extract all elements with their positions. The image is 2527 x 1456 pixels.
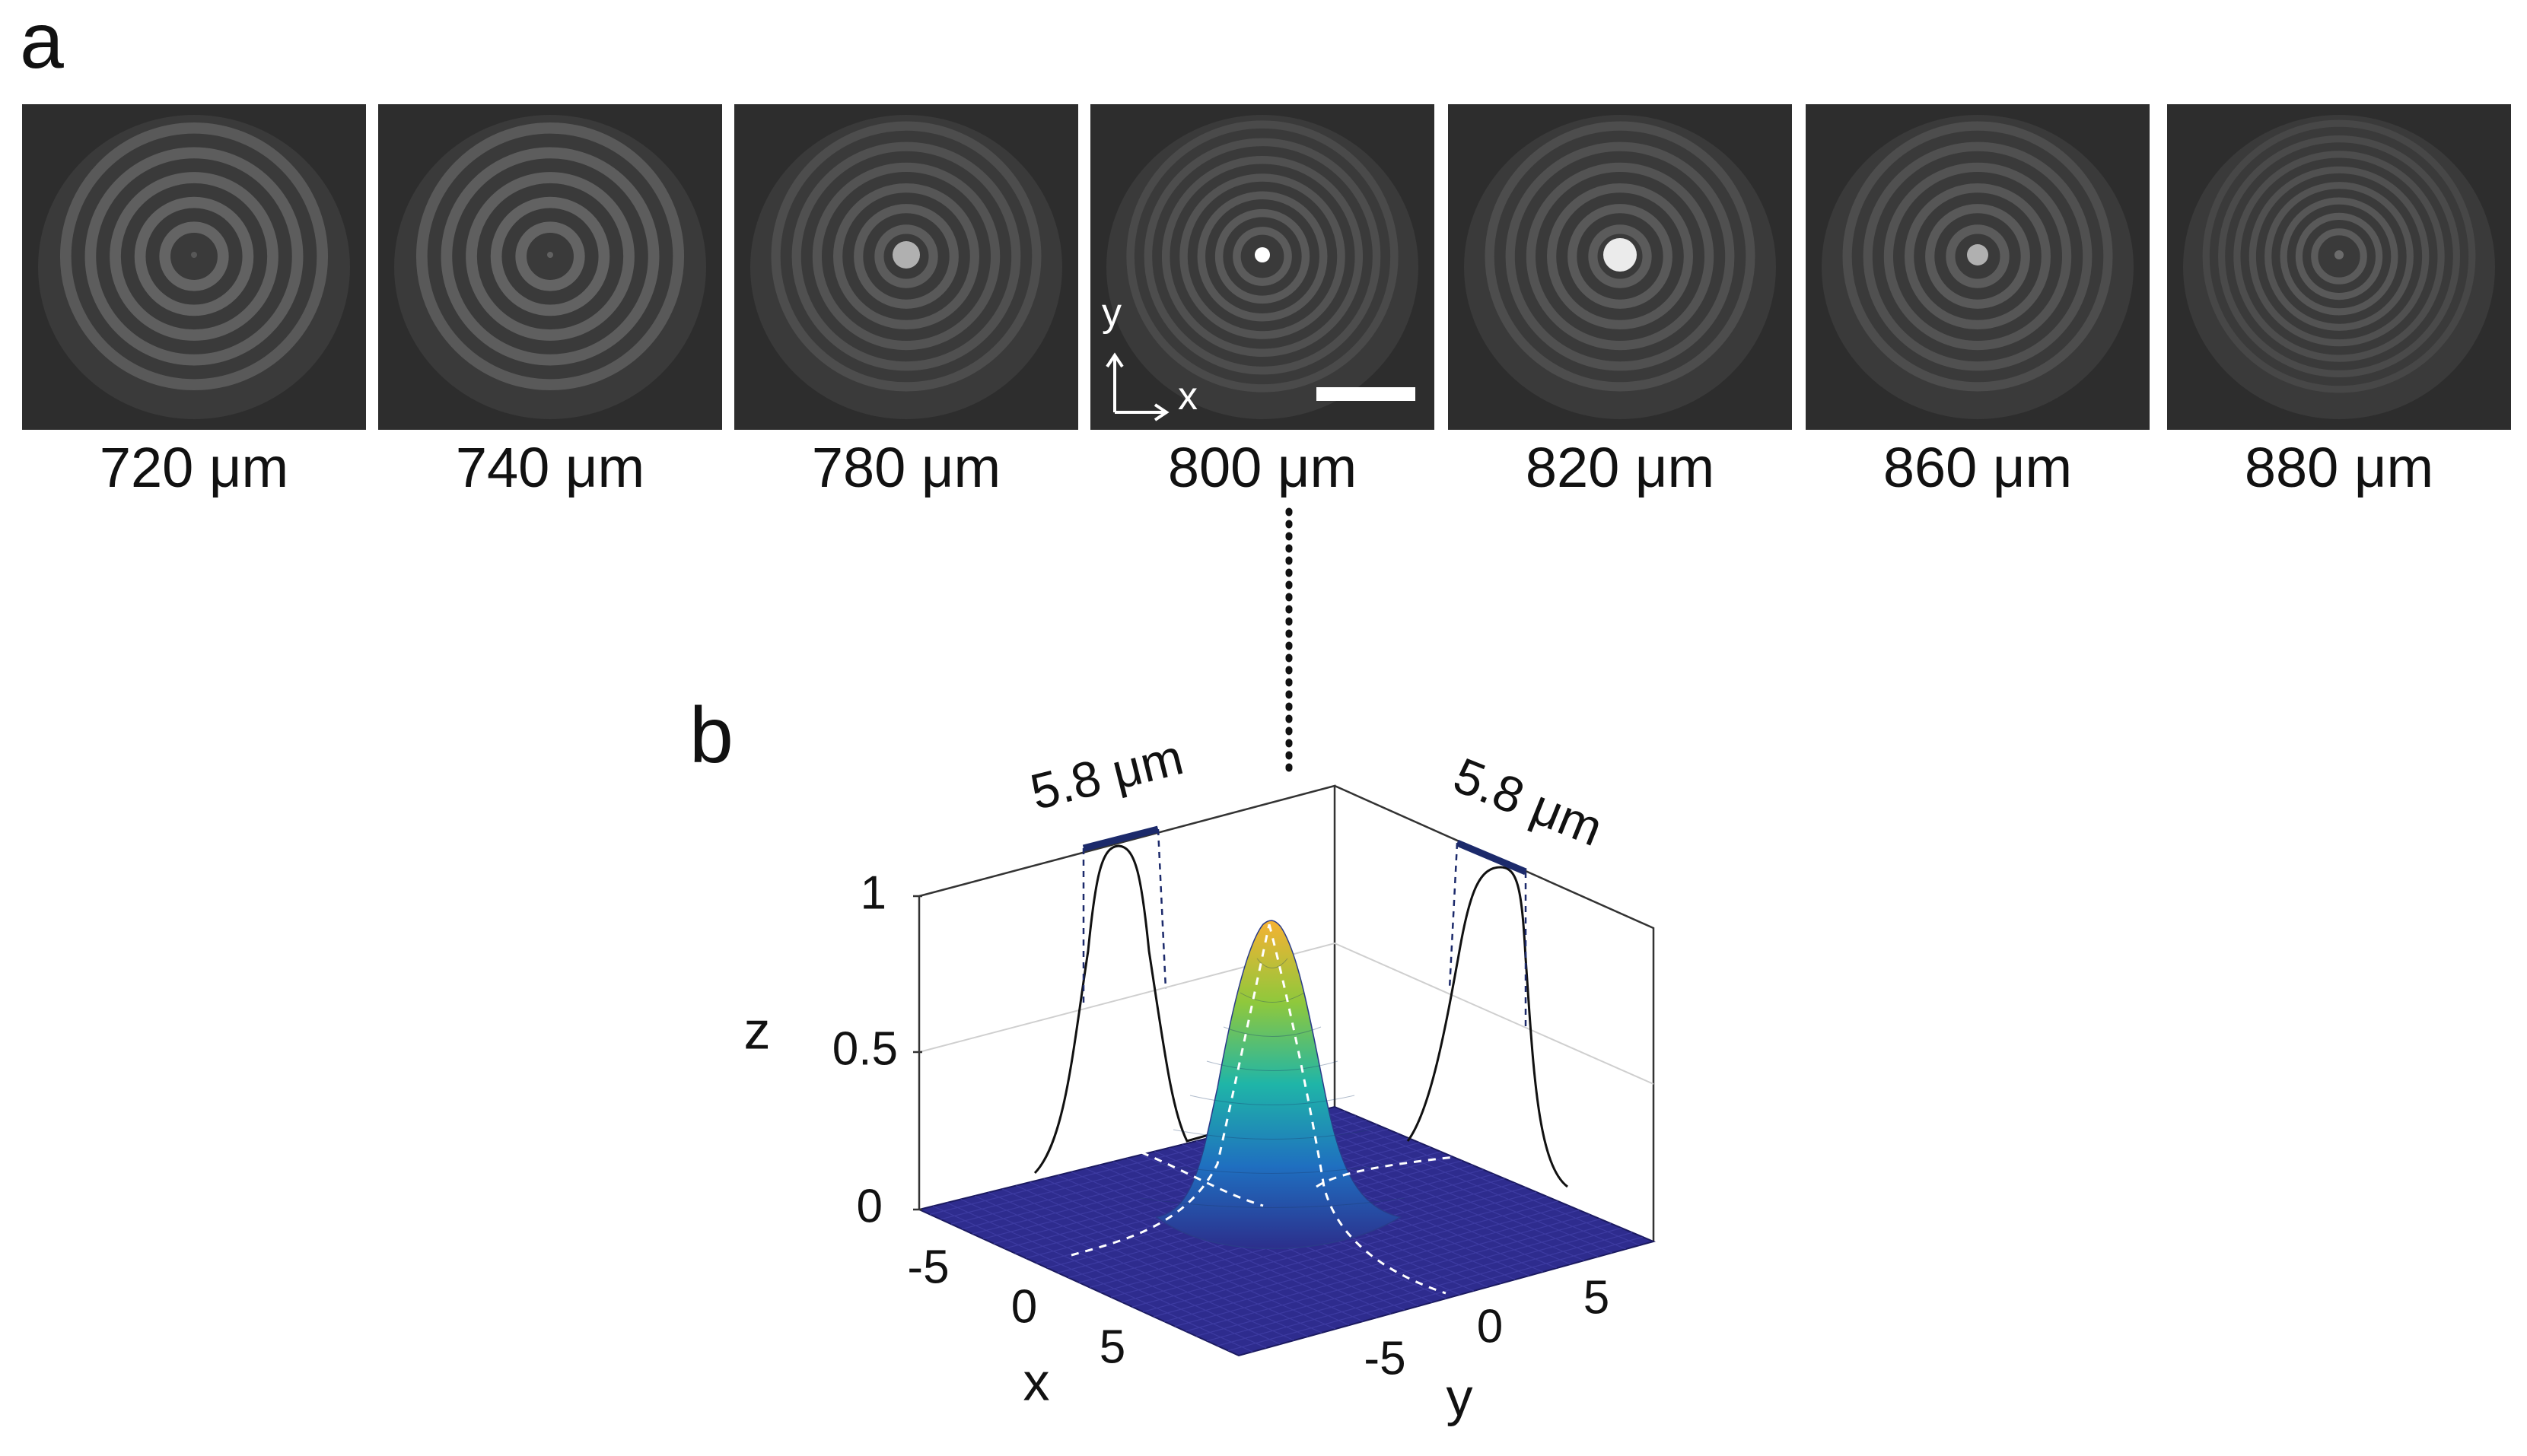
x-tick-5: 5 (1100, 1321, 1125, 1373)
z-tick-0.5: 0.5 (832, 1022, 898, 1075)
cut-lines (1071, 924, 1462, 1295)
panel-b-letter: b (689, 691, 734, 780)
focal-image-tile (2167, 104, 2511, 430)
focal-image (2167, 104, 2511, 430)
x-fwhm-right-dash (1157, 828, 1167, 990)
x-fwhm-bar (1082, 825, 1160, 852)
depth-label: 820 μm (1525, 436, 1715, 499)
axis-indicator-arrows (1106, 352, 1170, 421)
y-tick-neg5: -5 (1364, 1332, 1405, 1384)
z-tick-0: 0 (857, 1180, 883, 1232)
focal-image-tile (378, 104, 722, 430)
focal-image (378, 104, 722, 430)
depth-label: 720 μm (99, 436, 289, 499)
z-tick-1: 1 (861, 866, 886, 919)
y-profile-curve (1406, 866, 1568, 1188)
axis-indicator-x: x (1178, 374, 1198, 418)
y-tick-0: 0 (1477, 1300, 1503, 1353)
y-axis-label: y (1447, 1367, 1473, 1426)
y-fwhm-bar (1456, 839, 1527, 876)
gaussian-peak-surface (1155, 920, 1402, 1250)
panel-a-letter: a (20, 0, 64, 85)
focal-image (1448, 104, 1792, 430)
focal-image (734, 104, 1078, 430)
depth-label: 860 μm (1883, 436, 2073, 499)
depth-label: 740 μm (455, 436, 645, 499)
focal-image (1090, 104, 1434, 430)
focal-image-tile (1090, 104, 1434, 430)
y-tick-5: 5 (1583, 1271, 1609, 1324)
x-profile-curve (1033, 844, 1233, 1175)
depth-label: 880 μm (2244, 436, 2434, 499)
scale-bar (1316, 387, 1415, 401)
y-fwhm-left-dash (1448, 842, 1459, 990)
focal-image (22, 104, 366, 430)
x-fwhm-label: 5.8 μm (1025, 728, 1189, 820)
z-axis-label: z (744, 1000, 771, 1060)
x-tick-0: 0 (1011, 1280, 1037, 1333)
axis-indicator-y: y (1102, 291, 1122, 335)
x-tick-neg5: -5 (907, 1241, 949, 1293)
y-fwhm-label: 5.8 μm (1447, 746, 1611, 857)
depth-label: 780 μm (811, 436, 1001, 499)
x-axis-label: x (1023, 1352, 1050, 1411)
depth-label: 800 μm (1167, 436, 1357, 499)
focal-image (1806, 104, 2150, 430)
grid-lines (918, 942, 1654, 1085)
focal-image-tile (1448, 104, 1792, 430)
focal-image-tile (22, 104, 366, 430)
focal-image-tile (734, 104, 1078, 430)
focal-image-tile (1806, 104, 2150, 430)
